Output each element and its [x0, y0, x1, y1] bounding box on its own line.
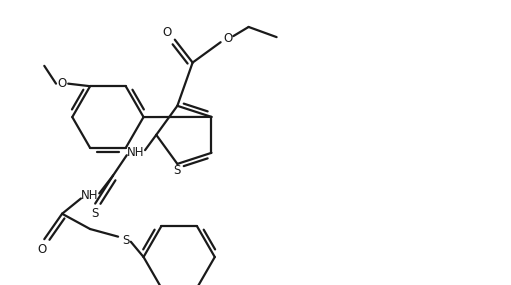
Text: S: S [122, 234, 129, 247]
Text: O: O [57, 77, 67, 90]
Text: S: S [174, 164, 181, 176]
Text: NH: NH [81, 190, 99, 202]
Text: S: S [91, 207, 99, 220]
Text: O: O [37, 243, 47, 256]
Text: O: O [162, 26, 172, 38]
Text: NH: NH [127, 146, 145, 159]
Text: O: O [224, 32, 233, 45]
